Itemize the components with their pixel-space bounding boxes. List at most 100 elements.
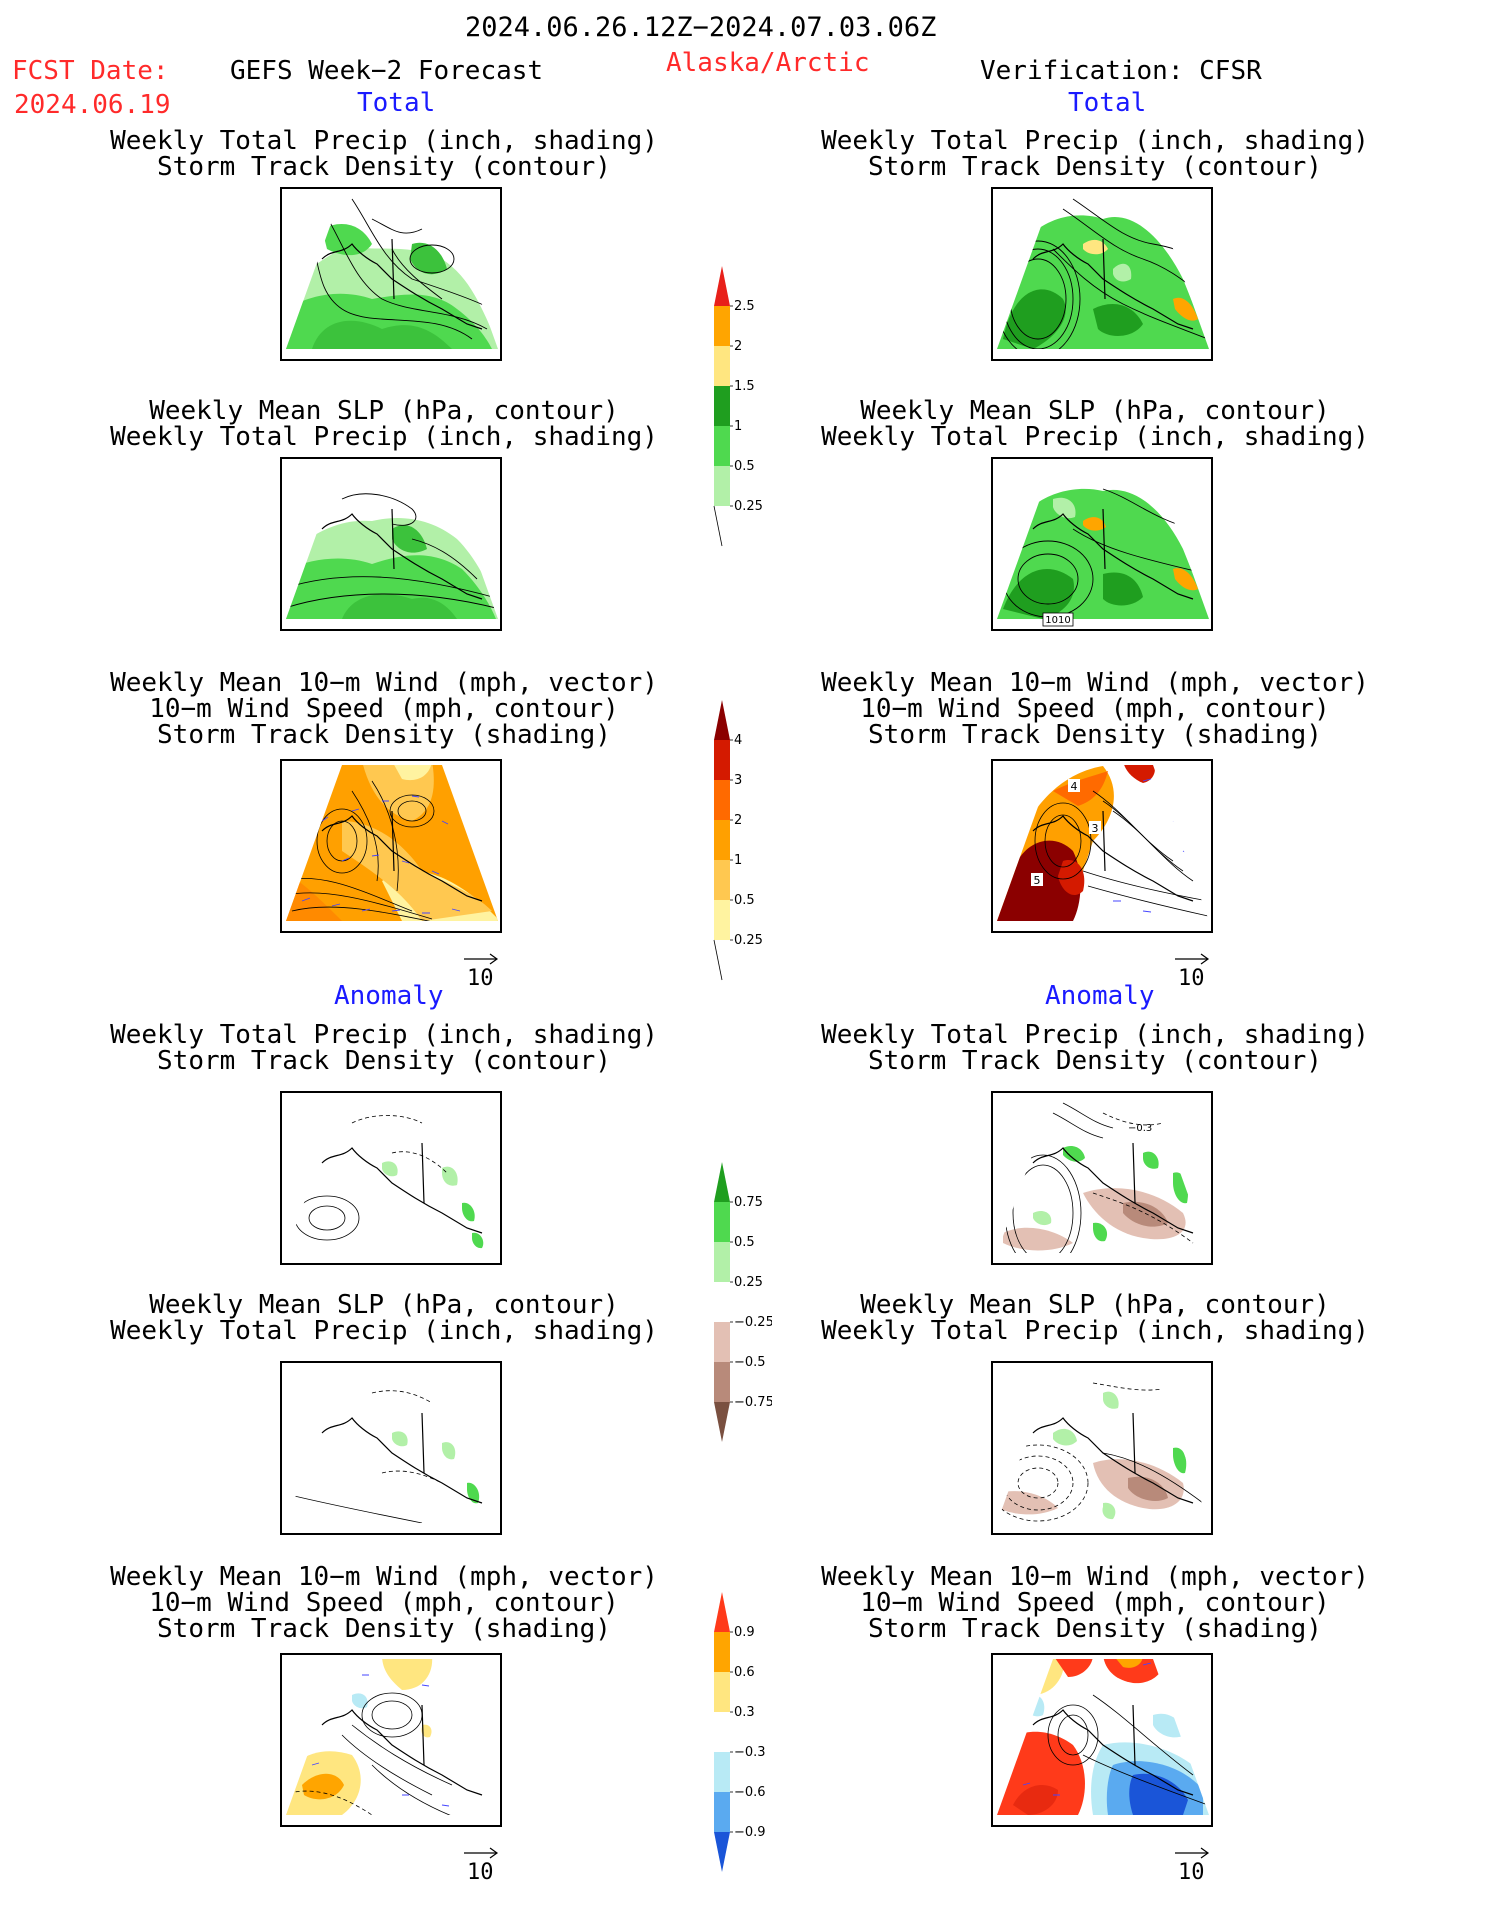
panel-title-line: 10−m Wind Speed (mph, contour) [149,1588,619,1618]
panel-title-line: Weekly Mean SLP (hPa, contour) [860,1290,1330,1320]
colorbar-tick-label: 0.5 [734,893,755,908]
colorbar-svg: 2.5 2 1.5 1 0.5 0.25 [713,266,763,547]
colorbar-storm-total: 4 3 2 1 0.5 0.25 [712,700,772,988]
map-precip-storm-anomaly-forecast [280,1091,502,1265]
panel-title-line: Weekly Total Precip (inch, shading) [821,126,1369,156]
panel-title-line: Weekly Total Precip (inch, shading) [821,1316,1369,1346]
colorbar-tick-label: 0.25 [734,933,763,948]
reference-arrow-icon [464,1847,499,1859]
verification-title: Verification: CFSR [980,56,1262,86]
section-total-right: Total [1068,88,1147,118]
vector-key-total-forecast: 10 [462,952,502,992]
map-slp-precip-total-verification: 1010 [991,457,1213,631]
map-wind-storm-total-forecast [280,759,502,933]
panel-title-line: Storm Track Density (contour) [868,152,1322,182]
vector-key-total-verification: 10 [1173,952,1213,992]
reference-arrow-icon [1175,1847,1210,1859]
colorbar-tick-label: 2 [734,339,742,354]
colorbar-segment [713,939,723,981]
colorbar-tick-label: 0.75 [734,1195,763,1210]
colorbar-tick-label: −0.9 [734,1825,766,1840]
panel-title-line: 10−m Wind Speed (mph, contour) [149,694,619,724]
colorbar-tick-label: 2 [734,813,742,828]
colorbar-tick-label: 4 [734,733,742,748]
contour-label-1010: 1010 [1045,615,1070,626]
colorbar-storm-anomaly: 0.9 0.6 0.3 −0.3 −0.6 −0.9 [712,1592,772,1880]
period-title: 2024.06.26.12Z−2024.07.03.06Z [465,12,937,43]
colorbar-segment [714,1712,730,1752]
colorbar-segment [714,1202,730,1242]
panel-title-line: Weekly Total Precip (inch, shading) [110,126,658,156]
vector-key-label: 10 [467,966,494,991]
colorbar-segment [714,386,730,426]
panel-title-line: Weekly Total Precip (inch, shading) [110,422,658,452]
panel-title-line: Storm Track Density (shading) [157,720,611,750]
colorbar-segment [714,700,730,740]
colorbar-tick-label: 2.5 [734,299,755,314]
map-wind-storm-total-verification: 4 5 3 [991,759,1213,933]
colorbar-segment [714,466,730,506]
panel-title-line: Weekly Mean SLP (hPa, contour) [149,396,619,426]
colorbar-tick-label: −0.6 [734,1785,766,1800]
vector-key-label: 10 [1178,966,1205,991]
contour-label: 4 [1071,780,1078,793]
colorbar-tick-label: 0.6 [734,1665,755,1680]
map-precip-storm-total-verification [991,187,1213,361]
colorbar-segment [714,1672,730,1712]
panel-title-line: Weekly Mean 10−m Wind (mph, vector) [821,1562,1369,1592]
colorbar-segment [714,1632,730,1672]
contour-label: −0.3 [1128,1123,1152,1134]
colorbar-segment [714,820,730,860]
colorbar-tick-label: 1.5 [734,379,755,394]
colorbar-tick-label: 0.25 [734,1275,763,1290]
panel-title-line: Weekly Mean SLP (hPa, contour) [149,1290,619,1320]
colorbar-segment [714,860,730,900]
colorbar-segment [714,1322,730,1362]
panel-title-line: Storm Track Density (shading) [868,1614,1322,1644]
reference-arrow-icon [1175,953,1210,965]
panel-title-line: Weekly Mean 10−m Wind (mph, vector) [821,668,1369,698]
region-title: Alaska/Arctic [666,48,870,78]
panel-title-line: Weekly Total Precip (inch, shading) [821,1020,1369,1050]
panel-title-line: 10−m Wind Speed (mph, contour) [860,694,1330,724]
panel-title-line: Weekly Mean SLP (hPa, contour) [860,396,1330,426]
contour-label: 5 [1034,874,1041,887]
colorbar-segment [714,1362,730,1402]
colorbar-tick-label: −0.75 [734,1395,772,1410]
colorbar-segment [713,505,723,547]
colorbar-tick-label: 3 [734,773,742,788]
panel-title-line: 10−m Wind Speed (mph, contour) [860,1588,1330,1618]
vector-key-label: 10 [467,1860,494,1885]
colorbar-segment [714,346,730,386]
colorbar-tick-label: 0.5 [734,1235,755,1250]
panel-title-line: Weekly Total Precip (inch, shading) [110,1316,658,1346]
colorbar-svg: 0.9 0.6 0.3 −0.3 −0.6 −0.9 [714,1592,766,1872]
fcst-date-value: 2024.06.19 [14,90,171,120]
panel-title-line: Storm Track Density (contour) [157,1046,611,1076]
colorbar-tick-label: −0.25 [734,1315,772,1330]
colorbar-segment [714,1592,730,1632]
colorbar-segment [714,900,730,940]
map-wind-storm-anomaly-forecast [280,1653,502,1827]
colorbar-tick-label: 0.3 [734,1705,755,1720]
colorbar-segment [714,1792,730,1832]
map-wind-storm-anomaly-verification [991,1653,1213,1827]
section-anomaly-right: Anomaly [1045,981,1155,1011]
colorbar-svg: 0.75 0.5 0.25 −0.25 −0.5 −0.75 [714,1162,774,1442]
map-slp-precip-total-forecast [280,457,502,631]
colorbar-segment [714,1832,730,1872]
panel-title-line: Weekly Total Precip (inch, shading) [821,422,1369,452]
map-precip-storm-anomaly-verification: −0.3 [991,1091,1213,1265]
fcst-date-label: FCST Date: [12,56,169,86]
panel-title-line: Storm Track Density (contour) [157,152,611,182]
panel-title-line: Weekly Mean 10−m Wind (mph, vector) [110,1562,658,1592]
vector-key-anomaly-verification: 10 [1173,1846,1213,1886]
colorbar-precip-total: 2.5 2 1.5 1 0.5 0.25 [712,266,772,554]
colorbar-segment [714,1162,730,1202]
map-precip-storm-total-forecast [280,187,502,361]
colorbar-tick-label: 1 [734,853,742,868]
panel-title-line: Weekly Mean 10−m Wind (mph, vector) [110,668,658,698]
colorbar-segment [714,266,730,306]
vector-key-label: 10 [1178,1860,1205,1885]
colorbar-segment [714,1282,730,1322]
